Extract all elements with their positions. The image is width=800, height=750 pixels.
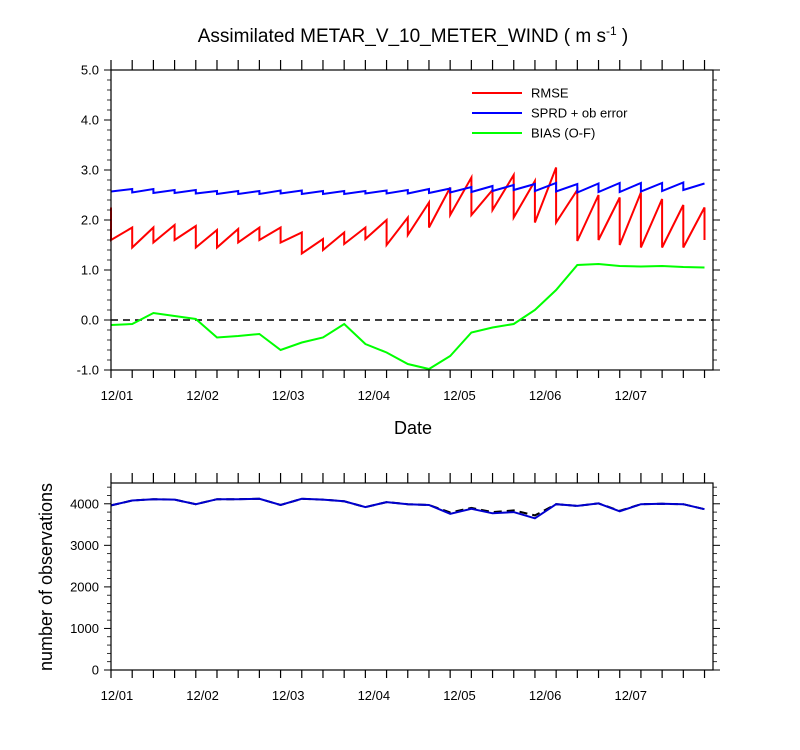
top-series-bias-o-f bbox=[110, 262, 705, 371]
bottom-y-tick-label: 4000 bbox=[70, 496, 99, 511]
top-y-tick-label: -1.0 bbox=[77, 363, 99, 378]
top-x-tick-label: 12/05 bbox=[443, 388, 476, 403]
legend-label-rmse: RMSE bbox=[531, 86, 569, 101]
chart-title-superscript: -1 bbox=[606, 24, 617, 38]
top-x-tick-label: 12/01 bbox=[101, 388, 134, 403]
legend-label-bias-o-f: BIAS (O-F) bbox=[531, 126, 595, 141]
bottom-y-tick-label: 2000 bbox=[70, 579, 99, 594]
top-y-tick-label: 5.0 bbox=[81, 63, 99, 78]
top-y-tick-label: 4.0 bbox=[81, 113, 99, 128]
y-axis-title-observations: number of observations bbox=[36, 483, 56, 671]
bottom-series-observations-assimilated bbox=[110, 497, 705, 517]
bottom-x-tick-label: 12/02 bbox=[186, 688, 219, 703]
chart-title: Assimilated METAR_V_10_METER_WIND ( m s-… bbox=[198, 24, 629, 47]
top-y-tick-label: 2.0 bbox=[81, 213, 99, 228]
top-series-rmse bbox=[110, 167, 706, 256]
top-x-tick-label: 12/02 bbox=[186, 388, 219, 403]
bottom-x-tick-label: 12/03 bbox=[272, 688, 305, 703]
bottom-x-tick-label: 12/04 bbox=[358, 688, 391, 703]
top-y-tick-label: 0.0 bbox=[81, 313, 99, 328]
top-series-sprd-ob-error bbox=[110, 181, 705, 196]
bottom-plot-frame bbox=[110, 482, 714, 671]
bottom-chart-axes-layer: 0 1000 2000 3000 4000 12/01 12/02 12/03 12/04 12/… bbox=[70, 473, 720, 703]
top-x-tick-label: 12/04 bbox=[358, 388, 391, 403]
bottom-y-tick-label: 1000 bbox=[70, 621, 99, 636]
top-y-tick-label: 3.0 bbox=[81, 163, 99, 178]
bottom-x-tick-label: 12/06 bbox=[529, 688, 562, 703]
top-x-tick-label: 12/07 bbox=[614, 388, 647, 403]
top-y-tick-label: 1.0 bbox=[81, 263, 99, 278]
bottom-y-tick-label: 0 bbox=[92, 663, 99, 678]
bottom-x-tick-label: 12/01 bbox=[101, 688, 134, 703]
top-chart-axes-layer: -1.0 0.0 1.0 2.0 3.0 4.0 5.0 12/01 12/02 12/03 12/… bbox=[77, 60, 720, 403]
chart-title-main: Assimilated METAR_V_10_METER_WIND ( m s bbox=[198, 26, 606, 47]
legend-label-sprd-ob-error: SPRD + ob error bbox=[531, 106, 628, 121]
chart-title-suffix: ) bbox=[617, 26, 629, 47]
top-chart-legend: RMSE SPRD + ob error BIAS (O-F) bbox=[472, 86, 628, 141]
bottom-y-tick-label: 3000 bbox=[70, 538, 99, 553]
top-x-tick-label: 12/06 bbox=[529, 388, 562, 403]
bottom-x-tick-label: 12/07 bbox=[614, 688, 647, 703]
bottom-series-observations-total bbox=[110, 497, 705, 520]
bottom-x-tick-label: 12/05 bbox=[443, 688, 476, 703]
x-axis-title: Date bbox=[394, 418, 432, 438]
top-chart-series-layer bbox=[110, 167, 706, 371]
bottom-chart-series-layer bbox=[110, 497, 705, 520]
top-x-tick-label: 12/03 bbox=[272, 388, 305, 403]
